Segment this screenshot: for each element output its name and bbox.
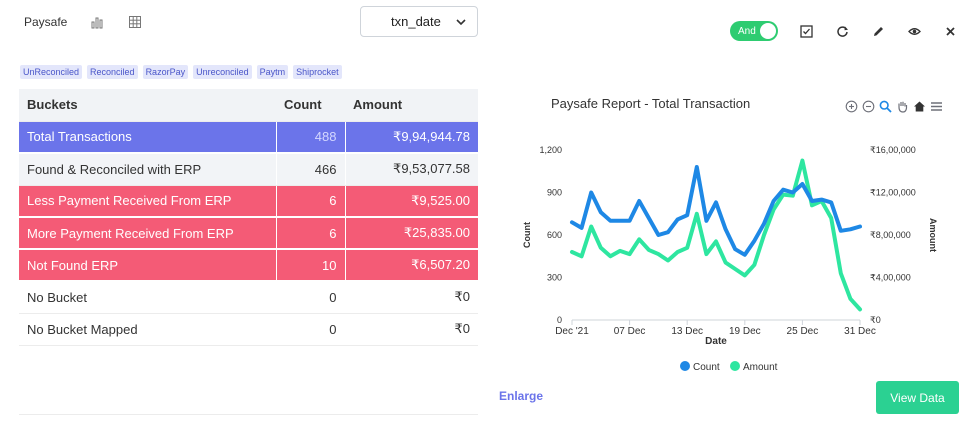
and-toggle-label: And <box>738 25 756 37</box>
date-field-select-value: txn_date <box>391 14 441 29</box>
zoom-in-icon[interactable] <box>844 99 859 113</box>
tag-razorpay[interactable]: RazorPay <box>142 65 189 79</box>
buckets-table: Buckets Count Amount Total Transactions … <box>19 89 478 346</box>
bucket-amount: ₹6,507.20 <box>344 249 478 282</box>
x-tick-label: 31 Dec <box>844 326 876 337</box>
tag-paytm[interactable]: Paytm <box>256 65 289 79</box>
bucket-name: No Bucket <box>19 281 276 314</box>
toolbar: And <box>730 20 958 42</box>
table-row[interactable]: No Bucket Mapped 0 ₹0 <box>19 313 478 346</box>
pencil-icon[interactable] <box>870 23 886 39</box>
y-right-tick-label: ₹0 <box>870 315 881 325</box>
header-buckets: Buckets <box>19 89 276 122</box>
bucket-name: More Payment Received From ERP <box>19 217 276 250</box>
transaction-line-chart: 0 300 600 900 1,200 ₹0 ₹4,00,000 ₹8,00,000 ₹12,0… <box>522 145 938 373</box>
grid-icon[interactable] <box>127 14 143 30</box>
bucket-name: No Bucket Mapped <box>19 313 276 346</box>
header-amount: Amount <box>345 89 478 122</box>
checkbox-icon[interactable] <box>798 23 814 39</box>
bucket-name: Not Found ERP <box>19 249 276 282</box>
bucket-count: 6 <box>275 217 345 250</box>
table-row[interactable]: No Bucket 0 ₹0 <box>19 281 478 314</box>
table-header-row: Buckets Count Amount <box>19 89 478 122</box>
bucket-amount: ₹25,835.00 <box>344 217 478 250</box>
bucket-name: Found & Reconciled with ERP <box>19 153 276 186</box>
x-tick-label: 19 Dec <box>729 326 761 337</box>
bucket-count: 10 <box>275 249 345 282</box>
table-row[interactable]: Not Found ERP 10 ₹6,507.20 <box>19 249 478 282</box>
table-row[interactable]: Less Payment Received From ERP 6 ₹9,525.… <box>19 185 478 218</box>
legend-marker-count <box>680 361 690 371</box>
bucket-amount: ₹9,94,944.78 <box>344 121 478 154</box>
tag-unreconciled-upper[interactable]: UnReconciled <box>20 65 83 79</box>
home-reset-icon[interactable] <box>912 99 927 113</box>
x-axis-title: Date <box>705 336 727 347</box>
y-left-tick-label: 600 <box>547 230 562 240</box>
legend-label-amount: Amount <box>743 362 778 373</box>
and-toggle[interactable]: And <box>730 21 778 41</box>
tag-shiprocket[interactable]: Shiprocket <box>293 65 342 79</box>
x-tick-label: 13 Dec <box>671 326 703 337</box>
legend-marker-amount <box>730 361 740 371</box>
date-field-select[interactable]: txn_date <box>360 6 478 37</box>
toggle-knob <box>760 23 776 39</box>
x-tick-label: Dec '21 <box>555 326 589 337</box>
eye-icon[interactable] <box>906 23 922 39</box>
legend-label-count: Count <box>693 362 720 373</box>
series-line-count <box>570 165 862 257</box>
bucket-amount: ₹0 <box>344 281 478 314</box>
y-right-tick-label: ₹12,00,000 <box>870 188 916 198</box>
chart-toolbar <box>844 99 944 113</box>
y-right-tick-label: ₹4,00,000 <box>870 273 911 283</box>
bucket-amount: ₹9,53,077.58 <box>344 153 478 186</box>
x-tick-label: 07 Dec <box>614 326 646 337</box>
table-row[interactable]: Total Transactions 488 ₹9,94,944.78 <box>19 121 478 154</box>
y-right-tick-label: ₹16,00,000 <box>870 145 916 155</box>
refresh-icon[interactable] <box>834 23 850 39</box>
zoom-select-icon[interactable] <box>878 99 893 113</box>
bucket-count: 6 <box>275 185 345 218</box>
y-left-tick-label: 0 <box>557 315 562 325</box>
pan-hand-icon[interactable] <box>895 99 910 113</box>
tag-reconciled[interactable]: Reconciled <box>87 65 138 79</box>
bucket-name: Less Payment Received From ERP <box>19 185 276 218</box>
header-count: Count <box>276 89 345 122</box>
y-left-axis-title: Count <box>522 222 532 248</box>
y-right-tick-label: ₹8,00,000 <box>870 230 911 240</box>
table-row[interactable]: Found & Reconciled with ERP 466 ₹9,53,07… <box>19 153 478 186</box>
tab-report[interactable]: Paysafe <box>24 15 68 29</box>
zoom-out-icon[interactable] <box>861 99 876 113</box>
x-tick-label: 25 Dec <box>787 326 819 337</box>
y-left-tick-label: 900 <box>547 188 562 198</box>
bucket-amount: ₹9,525.00 <box>344 185 478 218</box>
chevron-down-icon <box>456 18 466 25</box>
bar-chart-icon[interactable] <box>89 14 105 30</box>
tag-unreconciled[interactable]: Unreconciled <box>193 65 252 79</box>
filter-tags: UnReconciled Reconciled RazorPay Unrecon… <box>20 65 342 79</box>
y-left-tick-label: 1,200 <box>539 145 562 155</box>
bucket-count: 488 <box>275 121 345 154</box>
y-left-tick-label: 300 <box>547 273 562 283</box>
bucket-count: 0 <box>275 313 345 346</box>
table-row[interactable]: More Payment Received From ERP 6 ₹25,835… <box>19 217 478 250</box>
bucket-count: 0 <box>275 281 345 314</box>
bucket-amount: ₹0 <box>344 313 478 346</box>
table-footer-divider <box>19 414 478 415</box>
view-tabs: Paysafe <box>24 12 143 32</box>
bucket-count: 466 <box>275 153 345 186</box>
view-data-button[interactable]: View Data <box>876 381 959 414</box>
chart-title: Paysafe Report - Total Transaction <box>551 96 751 111</box>
bucket-name: Total Transactions <box>19 121 276 154</box>
menu-icon[interactable] <box>929 99 944 113</box>
close-icon[interactable] <box>942 23 958 39</box>
y-right-axis-title: Amount <box>928 218 938 252</box>
enlarge-link[interactable]: Enlarge <box>499 389 544 403</box>
series-line-amount <box>570 158 862 312</box>
